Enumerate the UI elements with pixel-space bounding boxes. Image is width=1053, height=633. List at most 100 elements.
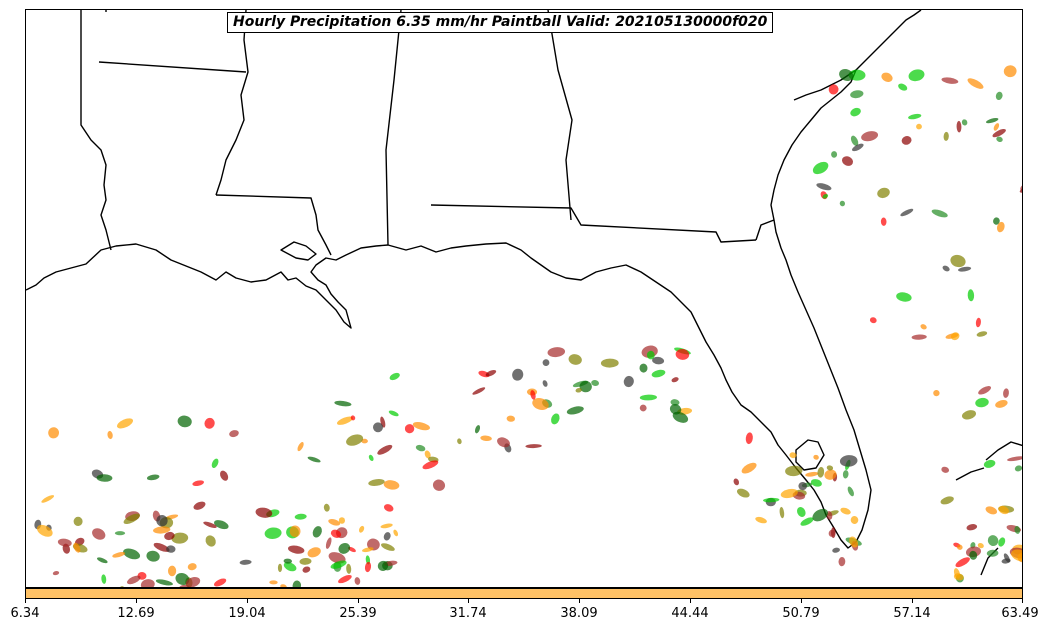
paintball-blob [591, 379, 599, 387]
paintball-blob [350, 415, 356, 421]
paintball-blob [542, 359, 550, 367]
paintball-blob [96, 474, 113, 482]
paintball-blob [381, 543, 395, 551]
paintball-blob [943, 131, 949, 141]
paintball-blob [96, 557, 108, 564]
paintball-blob [842, 470, 849, 479]
paintball-blob [312, 526, 322, 538]
paintball-blob [940, 496, 954, 505]
paintball-blob [164, 531, 175, 541]
colorbar-tick-label: 50.79 [782, 606, 820, 621]
paintball-blob [294, 513, 307, 520]
paintball-blob [861, 131, 879, 142]
paintball-blob [213, 578, 227, 587]
paintball-blob [506, 415, 515, 422]
paintball-blob [824, 469, 837, 480]
gulf-coastline-east [387, 10, 922, 549]
paintball-blob [1014, 525, 1021, 534]
paintball-blob [812, 508, 828, 522]
paintball-blob [817, 466, 825, 478]
paintball-blob [651, 369, 666, 378]
paintball-blob [839, 455, 858, 467]
paintball-blob [995, 91, 1003, 101]
paintball-blob [850, 135, 859, 146]
paintball-blob [840, 507, 851, 515]
paintball-blob [422, 460, 439, 470]
colorbar-tick-label: 57.14 [893, 606, 931, 621]
colorbar [25, 588, 1023, 599]
state-line-alabama-georgia [547, 10, 573, 221]
paintball-blob [354, 577, 361, 585]
paintball-blob [672, 411, 689, 423]
paintball-blob [388, 410, 399, 417]
state-line-texas-louisiana [80, 10, 112, 251]
paintball-blob [48, 427, 60, 439]
paintball-blob [269, 580, 278, 585]
paintball-blob [229, 430, 239, 438]
paintball-blob [1003, 553, 1011, 563]
paintball-blob [185, 577, 201, 587]
state-line-louisiana-mississippi [215, 194, 332, 256]
paintball-blob [950, 332, 960, 341]
paintball-blob [383, 532, 391, 541]
paintball-blob [900, 208, 914, 217]
paintball-blob [123, 548, 141, 560]
paintball-blob [983, 459, 996, 468]
paintball-blob [373, 422, 383, 433]
paintball-blob [52, 571, 60, 576]
paintball-blob [177, 415, 192, 428]
paintball-blob [670, 399, 680, 406]
paintball-blob [424, 450, 431, 459]
paintball-blob [850, 90, 864, 99]
map-canvas [26, 10, 1022, 587]
paintball-blob [512, 368, 524, 381]
colorbar-tick [801, 599, 802, 603]
paintball-blob [986, 549, 999, 557]
paintball-blob [214, 520, 229, 530]
state-line-mississippi-alabama [385, 10, 402, 246]
paintball-blob [975, 317, 981, 328]
paintball-blob [969, 550, 978, 560]
lake-okeechobee [795, 439, 825, 471]
paintball-blob [966, 524, 978, 531]
paintball-blob [880, 217, 887, 226]
paintball-blob [123, 513, 140, 524]
paintball-blob [328, 552, 346, 564]
paintball-blob [239, 559, 252, 565]
paintball-blob [568, 354, 582, 365]
paintball-blob [220, 470, 229, 481]
paintball-blob [639, 404, 647, 412]
paintball-blob [377, 560, 389, 571]
paintball-blob [805, 471, 819, 477]
paintball-blob [338, 575, 352, 584]
paintball-blob [336, 416, 354, 425]
paintball-blob [847, 486, 854, 497]
paintball-blob [457, 438, 462, 445]
paintball-blob [73, 516, 83, 526]
state-line-alabama-florida [430, 204, 757, 243]
paintball-blob [975, 397, 989, 408]
paintball-blob [211, 458, 219, 468]
gulf-coastline-west [26, 243, 389, 329]
paintball-blob [575, 388, 582, 393]
state-line-georgia-florida [755, 219, 775, 241]
paintball-blob [415, 444, 426, 452]
paintball-blob [287, 545, 305, 554]
paintball-blob [931, 209, 948, 218]
colorbar-tick-label: 12.69 [117, 606, 155, 621]
paintball-blob [956, 120, 962, 133]
paintball-blob [826, 465, 834, 471]
paintball-blob [812, 161, 829, 175]
paintball-blob [986, 117, 999, 124]
paintball-blob [996, 136, 1003, 143]
colorbar-tick-label: 63.49 [1001, 606, 1039, 621]
paintball-blob [898, 83, 908, 91]
paintball-blob [393, 529, 399, 537]
paintball-blob [292, 580, 302, 587]
paintball-blob [325, 537, 332, 549]
colorbar-tick [690, 599, 691, 603]
paintball-blob [639, 394, 657, 401]
paintball-blob [566, 406, 584, 415]
paintball-blob [362, 547, 374, 553]
paintball-blob [166, 545, 176, 553]
